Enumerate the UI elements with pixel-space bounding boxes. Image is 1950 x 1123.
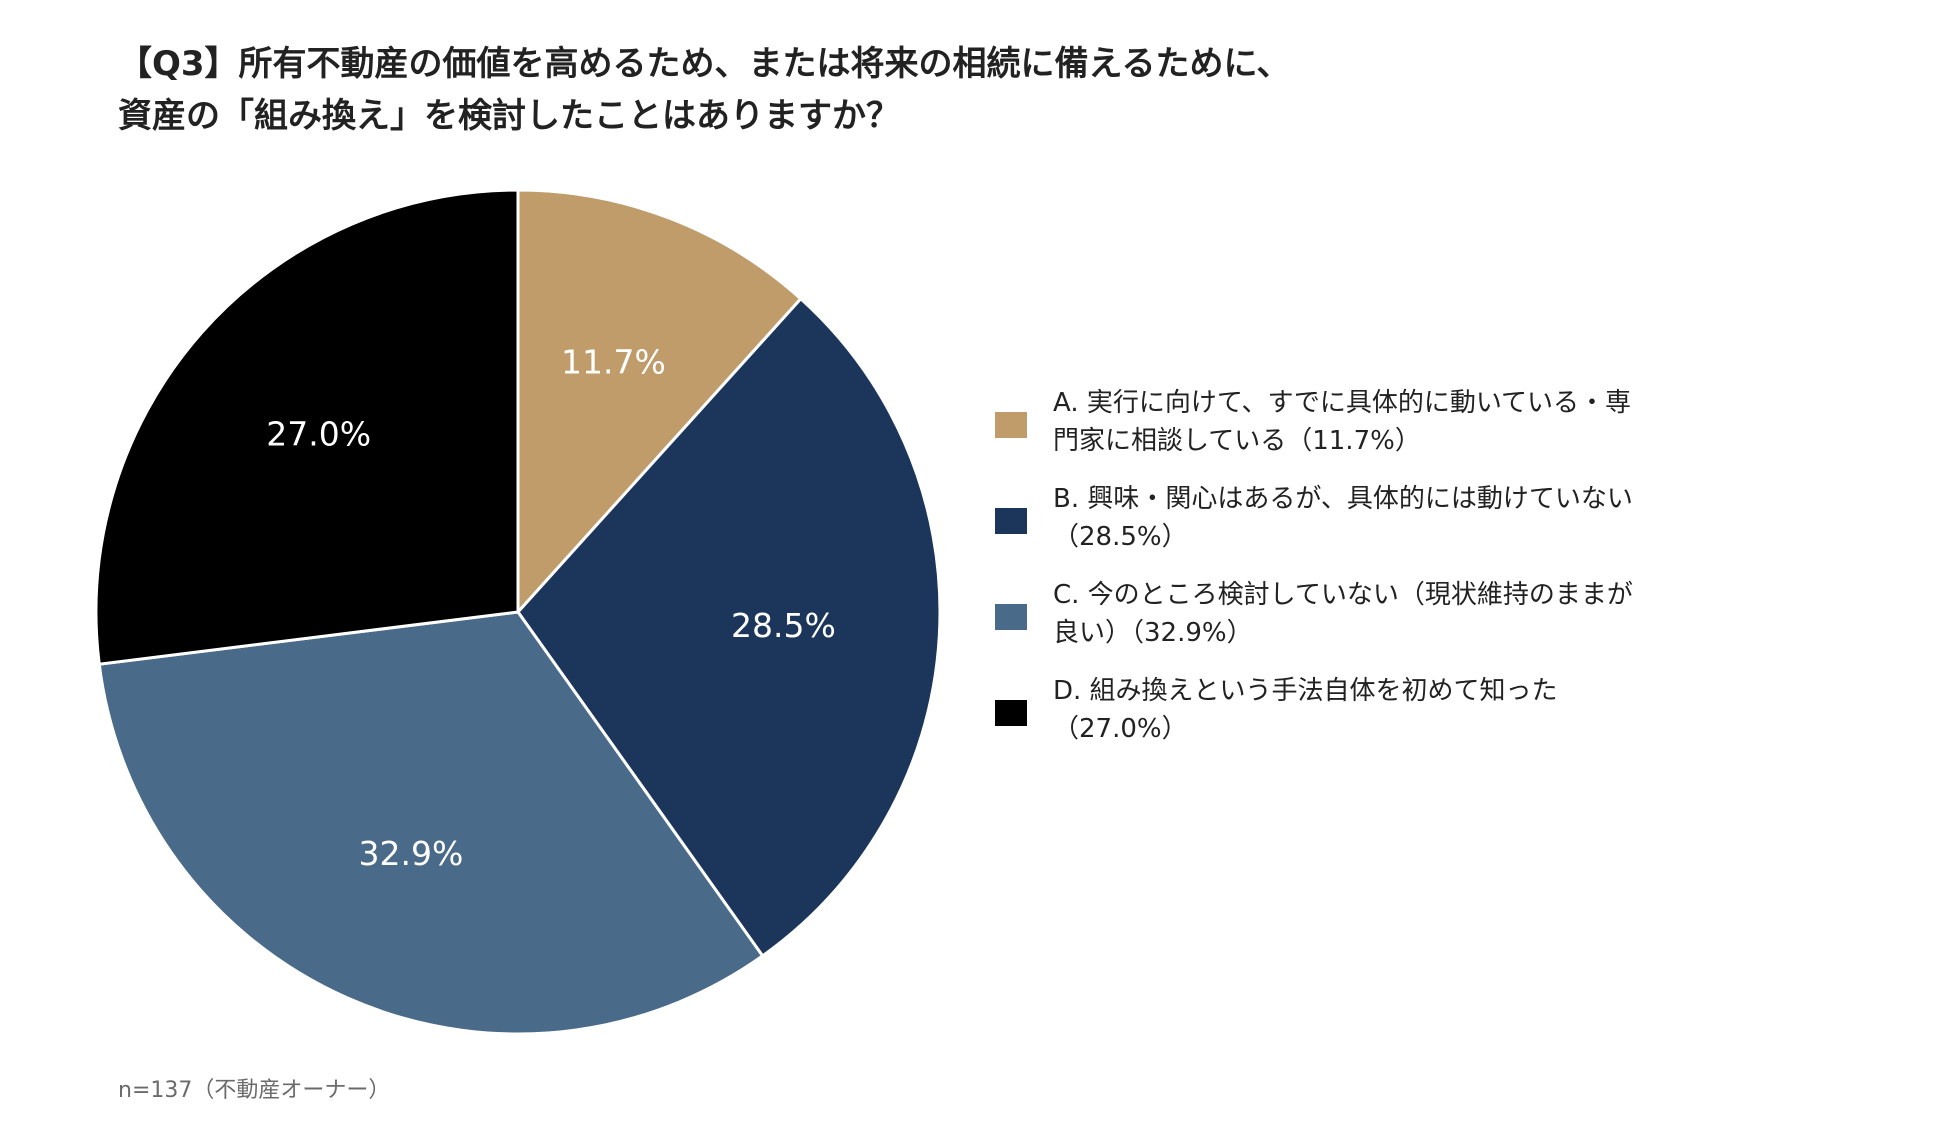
- chart-title-line-1: 【Q3】所有不動産の価値を高めるため、または将来の相続に備えるために、: [118, 44, 1291, 84]
- legend-a-line-2: 門家に相談している（11.7%）: [1053, 426, 1421, 456]
- legend-d-line-1: D. 組み換えという手法自体を初めて知った: [1053, 676, 1558, 706]
- legend-text-b: B. 興味・関心はあるが、具体的には動けていない （28.5%）: [1053, 480, 1715, 556]
- legend-b-line-2: （28.5%）: [1053, 522, 1188, 552]
- legend-c-line-1: C. 今のところ検討していない（現状維持のままが: [1053, 580, 1633, 610]
- legend-swatch-c: [995, 604, 1027, 630]
- legend: A. 実行に向けて、すでに具体的に動いている・専 門家に相談している（11.7%…: [995, 384, 1715, 768]
- legend-text-c: C. 今のところ検討していない（現状維持のままが 良い）（32.9%）: [1053, 576, 1715, 652]
- legend-text-a: A. 実行に向けて、すでに具体的に動いている・専 門家に相談している（11.7%…: [1053, 384, 1715, 460]
- legend-d-line-2: （27.0%）: [1053, 714, 1188, 744]
- pie-slice-d: [94, 188, 520, 666]
- pie-slice-label-d: 27.0%: [266, 415, 371, 454]
- pie-slice-a: [516, 188, 803, 616]
- pie-slice-c: [97, 610, 765, 1036]
- legend-a-line-1: A. 実行に向けて、すでに具体的に動いている・専: [1053, 388, 1632, 418]
- legend-item-d: D. 組み換えという手法自体を初めて知った （27.0%）: [995, 672, 1715, 768]
- chart-title: 【Q3】所有不動産の価値を高めるため、または将来の相続に備えるために、 資産の「…: [118, 38, 1618, 142]
- legend-swatch-b: [995, 508, 1027, 534]
- pie-slice-label-a: 11.7%: [561, 342, 666, 381]
- legend-item-c: C. 今のところ検討していない（現状維持のままが 良い）（32.9%）: [995, 576, 1715, 672]
- chart-title-line-2: 資産の「組み換え」を検討したことはありますか？: [118, 96, 900, 136]
- legend-b-line-1: B. 興味・関心はあるが、具体的には動けていない: [1053, 484, 1633, 514]
- sample-size-note: n=137（不動産オーナー）: [118, 1078, 391, 1103]
- legend-text-d: D. 組み換えという手法自体を初めて知った （27.0%）: [1053, 672, 1715, 748]
- legend-item-b: B. 興味・関心はあるが、具体的には動けていない （28.5%）: [995, 480, 1715, 576]
- pie-slice-label-b: 28.5%: [731, 606, 836, 645]
- legend-c-line-2: 良い）（32.9%）: [1053, 618, 1253, 648]
- legend-item-a: A. 実行に向けて、すでに具体的に動いている・専 門家に相談している（11.7%…: [995, 384, 1715, 480]
- legend-swatch-d: [995, 700, 1027, 726]
- legend-swatch-a: [995, 412, 1027, 438]
- pie-slice-label-c: 32.9%: [359, 834, 464, 873]
- pie-slice-b: [516, 296, 942, 958]
